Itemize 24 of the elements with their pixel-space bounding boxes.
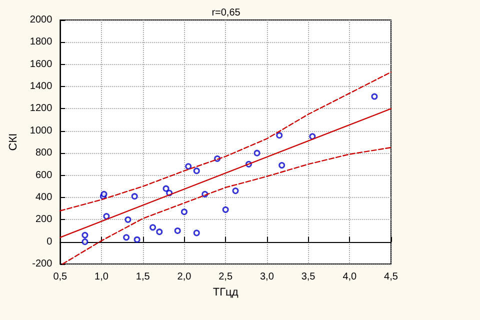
x-tick-label: 0,5 — [53, 272, 68, 282]
y-tick-label: 0 — [46, 236, 53, 248]
y-tick-label: 800 — [35, 148, 53, 159]
x-tick-label: 3,5 — [301, 272, 316, 282]
y-axis-title: СКІ — [8, 133, 20, 151]
y-tick-label: 1000 — [30, 125, 53, 136]
x-axis-title: ТГцд — [212, 286, 239, 298]
y-tick-label: 1800 — [30, 36, 53, 48]
x-tick-label: 3,0 — [260, 272, 274, 282]
y-tick-label: 1200 — [30, 103, 53, 114]
x-tick-label: 4,0 — [342, 272, 358, 282]
y-tick-label: 400 — [35, 192, 53, 203]
x-tick-label: 2,5 — [218, 272, 233, 282]
chart-title: r=0,65 — [212, 8, 241, 18]
x-tick-label: 1,0 — [94, 272, 109, 282]
x-tick-label: 4,5 — [384, 272, 398, 282]
y-tick-label: 1600 — [30, 58, 53, 70]
y-tick-label: 200 — [35, 214, 53, 226]
x-tick-label: 2,0 — [177, 272, 192, 282]
y-tick-label: -200 — [32, 258, 53, 270]
y-tick-label: 2000 — [30, 14, 53, 26]
x-tick-label: 1,5 — [136, 272, 150, 282]
y-tick-label: 1400 — [30, 81, 53, 92]
y-tick-label: 600 — [35, 170, 53, 181]
